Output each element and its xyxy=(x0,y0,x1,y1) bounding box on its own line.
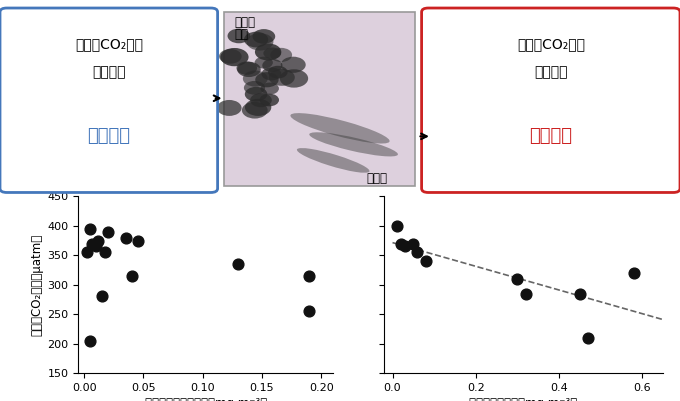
Ellipse shape xyxy=(270,48,292,62)
Point xyxy=(583,334,594,341)
Point xyxy=(97,293,107,300)
Point xyxy=(304,273,315,279)
Ellipse shape xyxy=(280,69,308,88)
Point xyxy=(84,337,95,344)
Ellipse shape xyxy=(269,69,295,86)
Ellipse shape xyxy=(244,32,268,47)
Point xyxy=(120,235,131,241)
FancyBboxPatch shape xyxy=(422,8,680,192)
Point xyxy=(84,226,95,232)
Ellipse shape xyxy=(255,72,279,87)
Point xyxy=(90,243,101,250)
Point xyxy=(412,249,423,255)
Ellipse shape xyxy=(245,87,267,101)
X-axis label: ハプト藻類の現存量（mg m⁻³）: ハプト藻類の現存量（mg m⁻³） xyxy=(145,397,267,401)
Ellipse shape xyxy=(245,99,271,116)
Ellipse shape xyxy=(228,28,250,43)
Ellipse shape xyxy=(250,93,272,107)
Text: 関係あり: 関係あり xyxy=(529,128,573,145)
Point xyxy=(408,240,419,247)
Ellipse shape xyxy=(244,81,265,95)
Ellipse shape xyxy=(260,83,279,95)
Point xyxy=(400,243,411,250)
Ellipse shape xyxy=(237,61,257,75)
Point xyxy=(575,290,585,297)
Point xyxy=(100,249,111,255)
Point xyxy=(520,290,531,297)
Ellipse shape xyxy=(247,33,273,51)
Point xyxy=(512,275,523,282)
Point xyxy=(103,229,114,235)
Ellipse shape xyxy=(252,29,275,44)
FancyBboxPatch shape xyxy=(224,12,415,186)
Text: の変化と: の変化と xyxy=(92,65,126,79)
Ellipse shape xyxy=(261,67,282,81)
Ellipse shape xyxy=(297,148,369,173)
Point xyxy=(132,237,143,244)
Ellipse shape xyxy=(309,132,398,156)
Ellipse shape xyxy=(237,62,260,77)
Point xyxy=(233,261,243,267)
Ellipse shape xyxy=(243,71,268,87)
Ellipse shape xyxy=(219,49,241,64)
Ellipse shape xyxy=(268,66,288,79)
X-axis label: 珪藻類の現存量（mg m⁻³）: 珪藻類の現存量（mg m⁻³） xyxy=(469,397,578,401)
Text: 珪藻類: 珪藻類 xyxy=(367,172,388,185)
Ellipse shape xyxy=(290,113,390,144)
Point xyxy=(391,223,402,229)
Ellipse shape xyxy=(242,102,268,119)
Point xyxy=(304,308,315,314)
Text: ハプト: ハプト xyxy=(235,16,256,28)
Ellipse shape xyxy=(281,57,306,73)
Point xyxy=(420,258,431,264)
Text: 藻類: 藻類 xyxy=(235,28,249,41)
Ellipse shape xyxy=(217,100,241,116)
Point xyxy=(81,249,92,255)
Ellipse shape xyxy=(255,43,282,61)
Text: 関係なし: 関係なし xyxy=(87,128,131,145)
Point xyxy=(126,273,137,279)
Y-axis label: 海洋のCO₂分圧（μatm）: 海洋のCO₂分圧（μatm） xyxy=(30,234,44,336)
Ellipse shape xyxy=(263,47,281,59)
Point xyxy=(93,237,104,244)
Ellipse shape xyxy=(254,57,273,69)
Text: 海洋のCO₂分圧: 海洋のCO₂分圧 xyxy=(517,37,585,51)
Point xyxy=(628,270,639,276)
Ellipse shape xyxy=(260,94,279,106)
Ellipse shape xyxy=(220,48,249,66)
Point xyxy=(87,240,98,247)
Ellipse shape xyxy=(262,59,282,72)
Point xyxy=(395,240,406,247)
Text: の変化と: の変化と xyxy=(534,65,568,79)
Text: 海洋のCO₂分圧: 海洋のCO₂分圧 xyxy=(75,37,143,51)
FancyBboxPatch shape xyxy=(0,8,218,192)
